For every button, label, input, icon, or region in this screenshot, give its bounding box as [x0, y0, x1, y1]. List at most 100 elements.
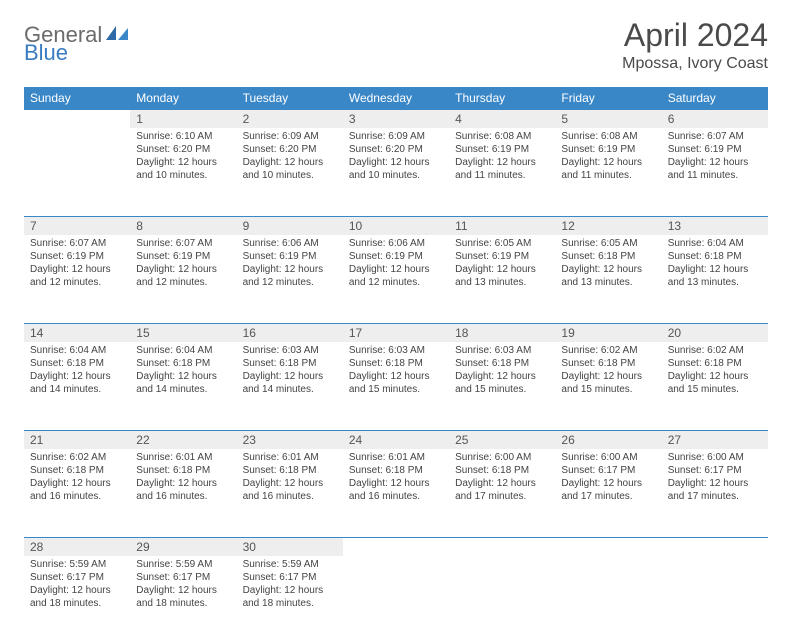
- day-cell-body: Sunrise: 5:59 AMSunset: 6:17 PMDaylight:…: [136, 556, 230, 610]
- day-header: Thursday: [449, 87, 555, 110]
- day-cell: Sunrise: 6:06 AMSunset: 6:19 PMDaylight:…: [343, 235, 449, 324]
- day-number-cell: 21: [24, 431, 130, 450]
- day-number-cell: 16: [237, 324, 343, 343]
- day-cell-body: Sunrise: 6:03 AMSunset: 6:18 PMDaylight:…: [243, 342, 337, 396]
- logo: General Blue: [24, 24, 130, 64]
- day-header-row: SundayMondayTuesdayWednesdayThursdayFrid…: [24, 87, 768, 110]
- day-number-cell: 22: [130, 431, 236, 450]
- title-block: April 2024 Mpossa, Ivory Coast: [622, 18, 768, 73]
- day-cell-body: Sunrise: 6:02 AMSunset: 6:18 PMDaylight:…: [30, 449, 124, 503]
- day-cell-body: Sunrise: 6:09 AMSunset: 6:20 PMDaylight:…: [349, 128, 443, 182]
- day-cell-body: Sunrise: 6:02 AMSunset: 6:18 PMDaylight:…: [668, 342, 762, 396]
- day-number-cell: 11: [449, 217, 555, 236]
- logo-text-block: General Blue: [24, 24, 130, 64]
- day-cell-body: Sunrise: 6:08 AMSunset: 6:19 PMDaylight:…: [561, 128, 655, 182]
- day-cell: Sunrise: 6:02 AMSunset: 6:18 PMDaylight:…: [662, 342, 768, 431]
- day-number-cell: 14: [24, 324, 130, 343]
- day-cell: Sunrise: 6:05 AMSunset: 6:19 PMDaylight:…: [449, 235, 555, 324]
- day-cell-body: Sunrise: 6:03 AMSunset: 6:18 PMDaylight:…: [349, 342, 443, 396]
- empty-daynum-cell: [24, 110, 130, 129]
- daynum-row: 282930: [24, 538, 768, 557]
- day-number-cell: 29: [130, 538, 236, 557]
- day-cell: Sunrise: 6:04 AMSunset: 6:18 PMDaylight:…: [24, 342, 130, 431]
- day-cell-body: Sunrise: 6:00 AMSunset: 6:17 PMDaylight:…: [668, 449, 762, 503]
- empty-cell: [24, 128, 130, 217]
- day-cell: Sunrise: 6:00 AMSunset: 6:17 PMDaylight:…: [555, 449, 661, 538]
- day-cell-body: Sunrise: 6:01 AMSunset: 6:18 PMDaylight:…: [243, 449, 337, 503]
- day-number-cell: 4: [449, 110, 555, 129]
- day-cell: Sunrise: 6:03 AMSunset: 6:18 PMDaylight:…: [343, 342, 449, 431]
- day-cell-body: Sunrise: 6:10 AMSunset: 6:20 PMDaylight:…: [136, 128, 230, 182]
- day-number-cell: 24: [343, 431, 449, 450]
- month-title: April 2024: [622, 18, 768, 53]
- empty-daynum-cell: [449, 538, 555, 557]
- day-number-cell: 1: [130, 110, 236, 129]
- empty-cell: [343, 556, 449, 644]
- daynum-row: 78910111213: [24, 217, 768, 236]
- day-cell: Sunrise: 6:04 AMSunset: 6:18 PMDaylight:…: [662, 235, 768, 324]
- day-number-cell: 12: [555, 217, 661, 236]
- empty-daynum-cell: [343, 538, 449, 557]
- day-header: Saturday: [662, 87, 768, 110]
- empty-daynum-cell: [662, 538, 768, 557]
- day-number-cell: 19: [555, 324, 661, 343]
- day-cell-body: Sunrise: 6:03 AMSunset: 6:18 PMDaylight:…: [455, 342, 549, 396]
- day-number-cell: 23: [237, 431, 343, 450]
- day-number-cell: 10: [343, 217, 449, 236]
- day-cell-body: Sunrise: 6:00 AMSunset: 6:18 PMDaylight:…: [455, 449, 549, 503]
- day-cell: Sunrise: 6:02 AMSunset: 6:18 PMDaylight:…: [555, 342, 661, 431]
- logo-sail-icon: [106, 26, 130, 42]
- day-number-cell: 8: [130, 217, 236, 236]
- day-header: Wednesday: [343, 87, 449, 110]
- day-cell: Sunrise: 6:09 AMSunset: 6:20 PMDaylight:…: [237, 128, 343, 217]
- day-number-cell: 26: [555, 431, 661, 450]
- week-row: Sunrise: 5:59 AMSunset: 6:17 PMDaylight:…: [24, 556, 768, 644]
- day-number-cell: 25: [449, 431, 555, 450]
- day-number-cell: 30: [237, 538, 343, 557]
- day-number-cell: 17: [343, 324, 449, 343]
- day-header: Friday: [555, 87, 661, 110]
- day-cell-body: Sunrise: 6:04 AMSunset: 6:18 PMDaylight:…: [136, 342, 230, 396]
- day-number-cell: 27: [662, 431, 768, 450]
- day-cell: Sunrise: 6:10 AMSunset: 6:20 PMDaylight:…: [130, 128, 236, 217]
- day-cell: Sunrise: 6:07 AMSunset: 6:19 PMDaylight:…: [130, 235, 236, 324]
- empty-cell: [449, 556, 555, 644]
- day-number-cell: 18: [449, 324, 555, 343]
- day-cell-body: Sunrise: 6:07 AMSunset: 6:19 PMDaylight:…: [136, 235, 230, 289]
- day-number-cell: 2: [237, 110, 343, 129]
- day-cell-body: Sunrise: 6:07 AMSunset: 6:19 PMDaylight:…: [30, 235, 124, 289]
- day-cell-body: Sunrise: 6:01 AMSunset: 6:18 PMDaylight:…: [136, 449, 230, 503]
- day-number-cell: 7: [24, 217, 130, 236]
- day-number-cell: 28: [24, 538, 130, 557]
- day-cell-body: Sunrise: 6:00 AMSunset: 6:17 PMDaylight:…: [561, 449, 655, 503]
- day-cell-body: Sunrise: 6:06 AMSunset: 6:19 PMDaylight:…: [349, 235, 443, 289]
- day-cell: Sunrise: 6:05 AMSunset: 6:18 PMDaylight:…: [555, 235, 661, 324]
- daynum-row: 14151617181920: [24, 324, 768, 343]
- day-cell-body: Sunrise: 6:05 AMSunset: 6:19 PMDaylight:…: [455, 235, 549, 289]
- day-cell: Sunrise: 6:00 AMSunset: 6:18 PMDaylight:…: [449, 449, 555, 538]
- day-header: Sunday: [24, 87, 130, 110]
- week-row: Sunrise: 6:07 AMSunset: 6:19 PMDaylight:…: [24, 235, 768, 324]
- week-row: Sunrise: 6:02 AMSunset: 6:18 PMDaylight:…: [24, 449, 768, 538]
- day-cell-body: Sunrise: 6:04 AMSunset: 6:18 PMDaylight:…: [30, 342, 124, 396]
- day-number-cell: 20: [662, 324, 768, 343]
- day-cell: Sunrise: 6:04 AMSunset: 6:18 PMDaylight:…: [130, 342, 236, 431]
- day-cell: Sunrise: 6:01 AMSunset: 6:18 PMDaylight:…: [343, 449, 449, 538]
- day-cell-body: Sunrise: 6:07 AMSunset: 6:19 PMDaylight:…: [668, 128, 762, 182]
- header: General Blue April 2024 Mpossa, Ivory Co…: [24, 18, 768, 73]
- day-cell: Sunrise: 5:59 AMSunset: 6:17 PMDaylight:…: [24, 556, 130, 644]
- day-cell: Sunrise: 5:59 AMSunset: 6:17 PMDaylight:…: [237, 556, 343, 644]
- day-cell-body: Sunrise: 6:08 AMSunset: 6:19 PMDaylight:…: [455, 128, 549, 182]
- week-row: Sunrise: 6:10 AMSunset: 6:20 PMDaylight:…: [24, 128, 768, 217]
- day-number-cell: 5: [555, 110, 661, 129]
- location: Mpossa, Ivory Coast: [622, 55, 768, 73]
- day-cell-body: Sunrise: 6:09 AMSunset: 6:20 PMDaylight:…: [243, 128, 337, 182]
- day-cell: Sunrise: 6:08 AMSunset: 6:19 PMDaylight:…: [449, 128, 555, 217]
- daynum-row: 21222324252627: [24, 431, 768, 450]
- day-cell: Sunrise: 6:03 AMSunset: 6:18 PMDaylight:…: [237, 342, 343, 431]
- day-cell: Sunrise: 6:06 AMSunset: 6:19 PMDaylight:…: [237, 235, 343, 324]
- day-number-cell: 15: [130, 324, 236, 343]
- day-number-cell: 13: [662, 217, 768, 236]
- day-cell: Sunrise: 6:03 AMSunset: 6:18 PMDaylight:…: [449, 342, 555, 431]
- day-cell: Sunrise: 6:07 AMSunset: 6:19 PMDaylight:…: [662, 128, 768, 217]
